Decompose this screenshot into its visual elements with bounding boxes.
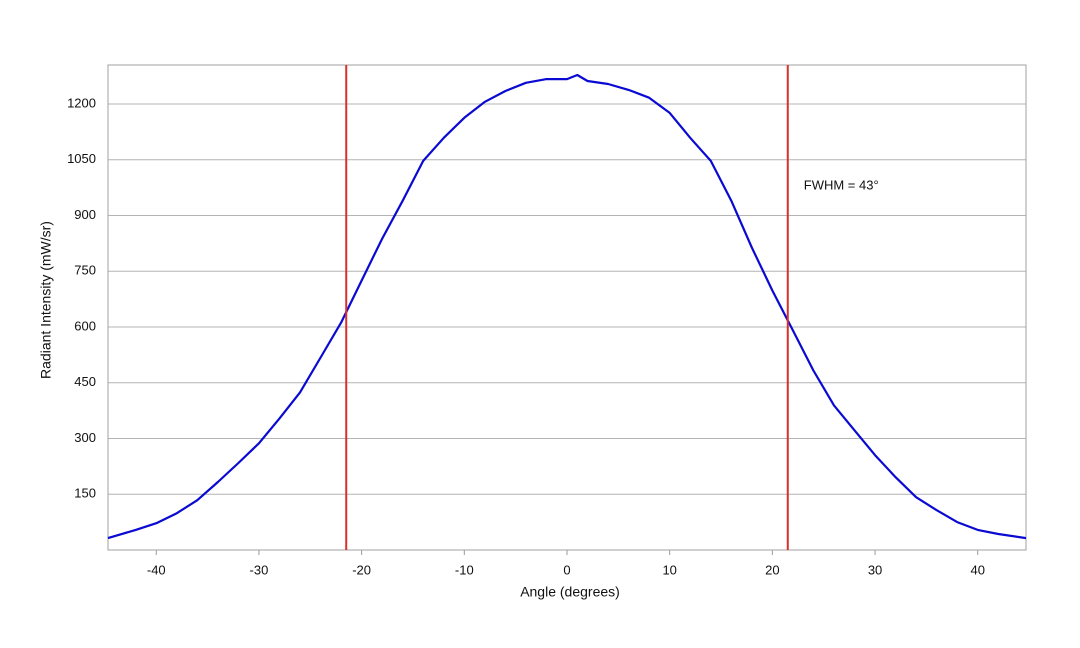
y-tick-label: 150 xyxy=(74,486,96,501)
y-tick-label: 300 xyxy=(74,430,96,445)
y-tick-label: 600 xyxy=(74,318,96,333)
x-tick-label: 40 xyxy=(971,562,985,577)
x-tick-label: -40 xyxy=(147,562,166,577)
y-tick-label: 1050 xyxy=(67,151,96,166)
data-line xyxy=(107,73,1027,540)
x-tick-label: -30 xyxy=(250,562,269,577)
x-tick-label: -20 xyxy=(352,562,371,577)
y-axis-label: Radiant Intensity (mW/sr) xyxy=(38,221,54,379)
x-tick-label: 20 xyxy=(765,562,779,577)
x-tick-label: 30 xyxy=(868,562,882,577)
y-tick-label: 750 xyxy=(74,263,96,278)
annotation: FWHM = 43° xyxy=(804,177,879,192)
x-tick-label: 10 xyxy=(662,562,676,577)
y-tick-label: 450 xyxy=(74,374,96,389)
plot-frame xyxy=(107,64,1027,551)
y-tick-label: 900 xyxy=(74,207,96,222)
x-tick-label: -10 xyxy=(455,562,474,577)
x-tick-label: 0 xyxy=(563,562,570,577)
x-axis-label: Angle (degrees) xyxy=(520,584,620,600)
y-tick-label: 1200 xyxy=(67,95,96,110)
